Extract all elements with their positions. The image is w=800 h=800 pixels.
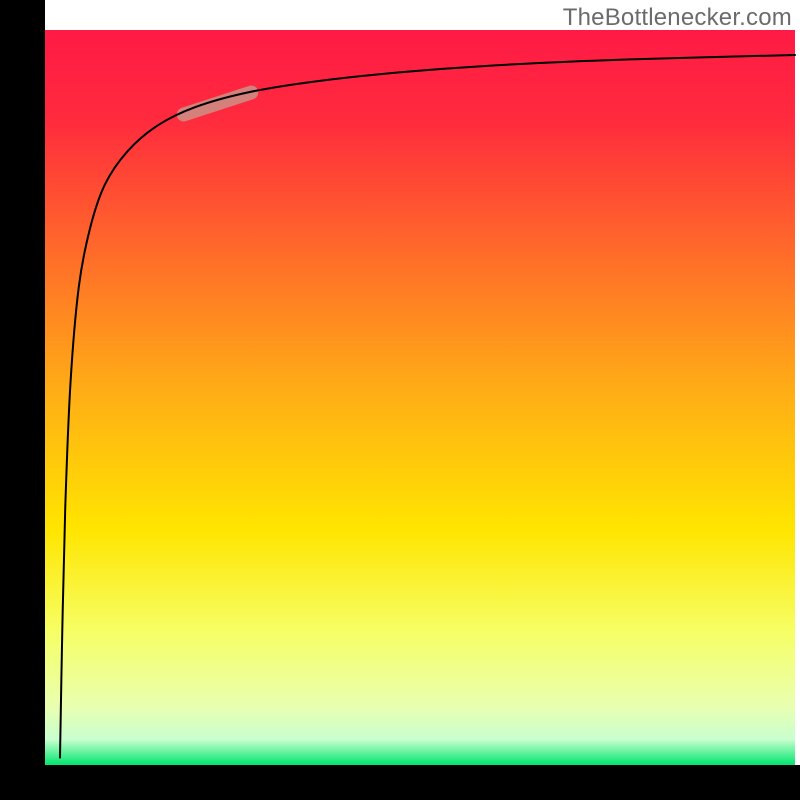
bottleneck-chart: [0, 0, 800, 800]
plot-background: [45, 30, 795, 765]
chart-stage: TheBottlenecker.com: [0, 0, 800, 800]
y-axis-bar: [0, 0, 45, 800]
x-axis-bar: [0, 765, 800, 800]
watermark-text: TheBottlenecker.com: [563, 4, 792, 32]
